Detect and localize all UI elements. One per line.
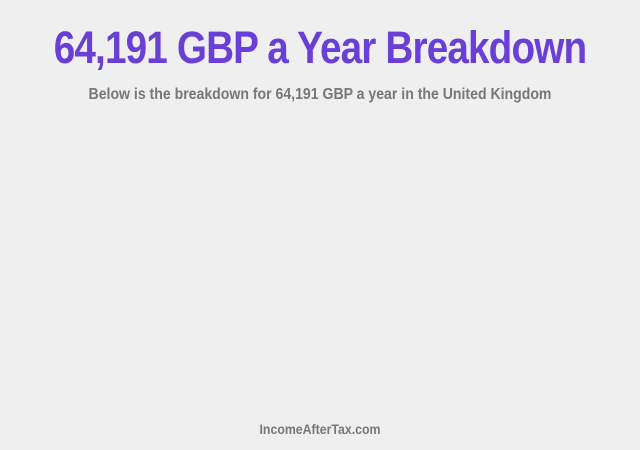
site-footer: IncomeAfterTax.com [259,421,381,437]
page-title: 64,191 GBP a Year Breakdown [53,22,587,73]
page-subtitle: Below is the breakdown for 64,191 GBP a … [88,86,552,103]
